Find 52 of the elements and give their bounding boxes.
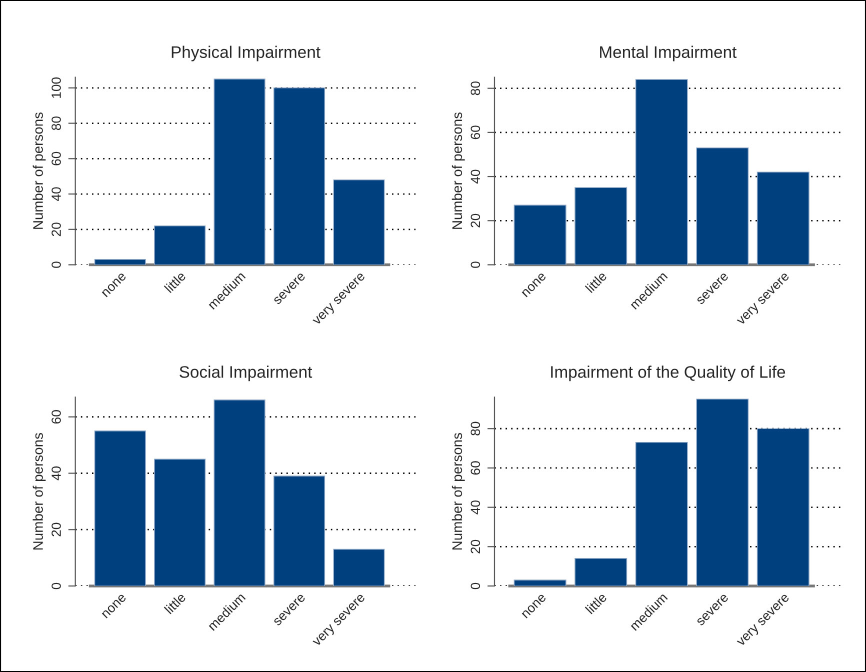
x-tick-label: little	[584, 270, 608, 294]
chart-title: Social Impairment	[180, 366, 312, 382]
bar	[154, 458, 206, 586]
y-tick-label: 20	[52, 222, 61, 236]
y-tick-label: 20	[470, 214, 480, 228]
y-tick-label: 100	[52, 77, 61, 98]
y-tick-label: 40	[52, 466, 61, 480]
bar	[696, 398, 749, 586]
x-tick-label: little	[164, 592, 186, 614]
chart-title: Physical Impairment	[172, 46, 320, 62]
y-axis-title: Number of persons	[452, 112, 465, 229]
y-tick-label: 0	[52, 582, 61, 590]
y-tick-label: 80	[470, 81, 480, 96]
bar	[214, 78, 266, 265]
y-tick-label: 0	[470, 582, 480, 590]
y-tick-label: 60	[52, 410, 61, 424]
bar	[756, 172, 810, 265]
bar	[756, 428, 810, 586]
y-tick-label: 20	[52, 522, 61, 536]
x-tick-label: little	[584, 592, 608, 614]
bar	[333, 179, 385, 265]
bar	[514, 580, 566, 586]
y-tick-label: 60	[470, 126, 480, 140]
bar	[574, 558, 628, 586]
bar	[696, 147, 749, 265]
bar	[574, 187, 628, 265]
x-tick-label: little	[164, 270, 186, 294]
bar	[273, 476, 326, 586]
bar	[154, 225, 206, 265]
y-axis-title: Number of persons	[452, 433, 465, 550]
bar	[635, 79, 688, 265]
y-tick-label: 40	[470, 500, 480, 514]
bar	[635, 442, 688, 586]
y-tick-label: 20	[470, 540, 480, 554]
y-tick-label: 0	[470, 262, 480, 268]
y-tick-label: 60	[52, 152, 61, 166]
bar	[273, 87, 326, 265]
chart-title: Impairment of the Quality of Life	[551, 366, 786, 382]
y-tick-label: 60	[470, 461, 480, 475]
bar	[94, 259, 146, 265]
y-tick-label: 40	[52, 187, 61, 202]
y-axis-title: Number of persons	[32, 112, 46, 229]
chart-title: Mental Impairment	[600, 46, 737, 62]
y-tick-label: 40	[470, 170, 480, 184]
bar	[333, 548, 385, 586]
bar	[214, 400, 266, 586]
y-axis-title: Number of persons	[32, 433, 46, 550]
bar	[514, 204, 566, 265]
y-tick-label: 80	[52, 116, 61, 130]
y-tick-label: 0	[52, 262, 61, 268]
y-tick-label: 80	[470, 422, 480, 436]
bar	[94, 430, 146, 586]
